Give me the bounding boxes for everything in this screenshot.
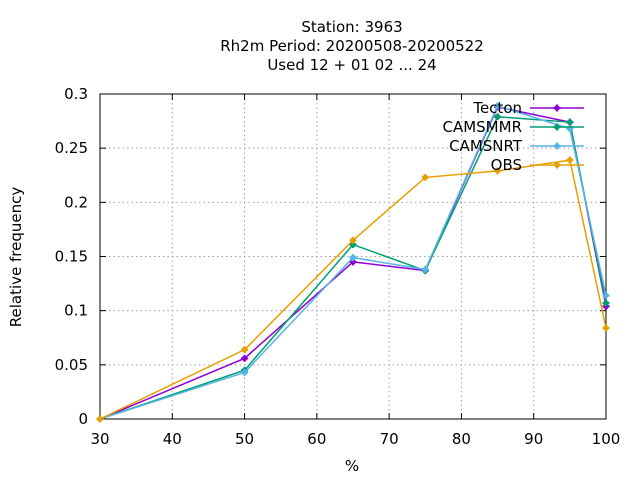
data-point xyxy=(602,324,610,332)
legend-label: OBS xyxy=(491,156,522,174)
legend-item: CAMSNRT xyxy=(449,137,584,155)
y-tick-label: 0.05 xyxy=(55,356,88,374)
title-line-3: Used 12 + 01 02 ... 24 xyxy=(267,56,436,74)
series-tecton xyxy=(96,103,610,423)
x-tick-label: 50 xyxy=(235,430,254,448)
x-tick-label: 40 xyxy=(163,430,182,448)
legend-item: CAMSMMR xyxy=(442,118,584,136)
y-tick-label: 0.2 xyxy=(64,193,88,211)
legend-item: OBS xyxy=(491,156,584,174)
legend-label: Tecton xyxy=(472,99,522,117)
data-point xyxy=(349,236,357,244)
data-point xyxy=(566,156,574,164)
data-point xyxy=(349,254,357,262)
x-tick-label: 70 xyxy=(380,430,399,448)
data-point xyxy=(421,173,429,181)
series-obs xyxy=(96,156,610,423)
x-axis-ticks: 30 40 50 60 70 80 90 100 xyxy=(90,94,620,448)
legend-marker xyxy=(553,142,561,150)
y-tick-label: 0.3 xyxy=(64,85,88,103)
x-tick-label: 30 xyxy=(90,430,109,448)
series-camsmmr xyxy=(96,113,610,423)
x-tick-label: 60 xyxy=(307,430,326,448)
y-tick-label: 0 xyxy=(78,410,88,428)
series-line xyxy=(99,115,607,420)
chart-title: Station: 3963 Rh2m Period: 20200508-2020… xyxy=(220,18,484,74)
series-line xyxy=(99,159,607,420)
y-tick-label: 0.15 xyxy=(55,248,88,266)
series-camsnrt xyxy=(96,102,610,423)
data-point xyxy=(421,266,429,273)
data-point xyxy=(602,292,610,299)
title-line-2: Rh2m Period: 20200508-20200522 xyxy=(220,37,484,55)
series xyxy=(96,102,610,423)
y-axis-label: Relative frequency xyxy=(7,187,25,328)
data-point xyxy=(241,346,249,354)
x-tick-label: 80 xyxy=(452,430,471,448)
title-line-1: Station: 3963 xyxy=(301,18,402,36)
legend-marker xyxy=(553,123,561,131)
data-point xyxy=(494,113,502,121)
legend-marker xyxy=(553,104,561,112)
legend-item: Tecton xyxy=(472,99,584,117)
data-point xyxy=(241,368,249,376)
data-point xyxy=(494,102,502,110)
data-point xyxy=(241,354,249,362)
y-axis-ticks: 0 0.05 0.1 0.15 0.2 0.25 0.3 xyxy=(55,85,606,428)
data-point xyxy=(602,299,610,307)
x-tick-label: 100 xyxy=(592,430,621,448)
legend-label: CAMSMMR xyxy=(442,118,522,136)
legend-label: CAMSNRT xyxy=(449,137,523,155)
data-point xyxy=(96,415,104,423)
y-tick-label: 0.1 xyxy=(64,302,88,320)
legend-marker xyxy=(553,161,561,169)
x-tick-label: 90 xyxy=(524,430,543,448)
y-tick-label: 0.25 xyxy=(55,139,88,157)
data-point xyxy=(566,118,574,126)
x-axis-label: % xyxy=(345,457,359,475)
data-point xyxy=(494,167,502,175)
